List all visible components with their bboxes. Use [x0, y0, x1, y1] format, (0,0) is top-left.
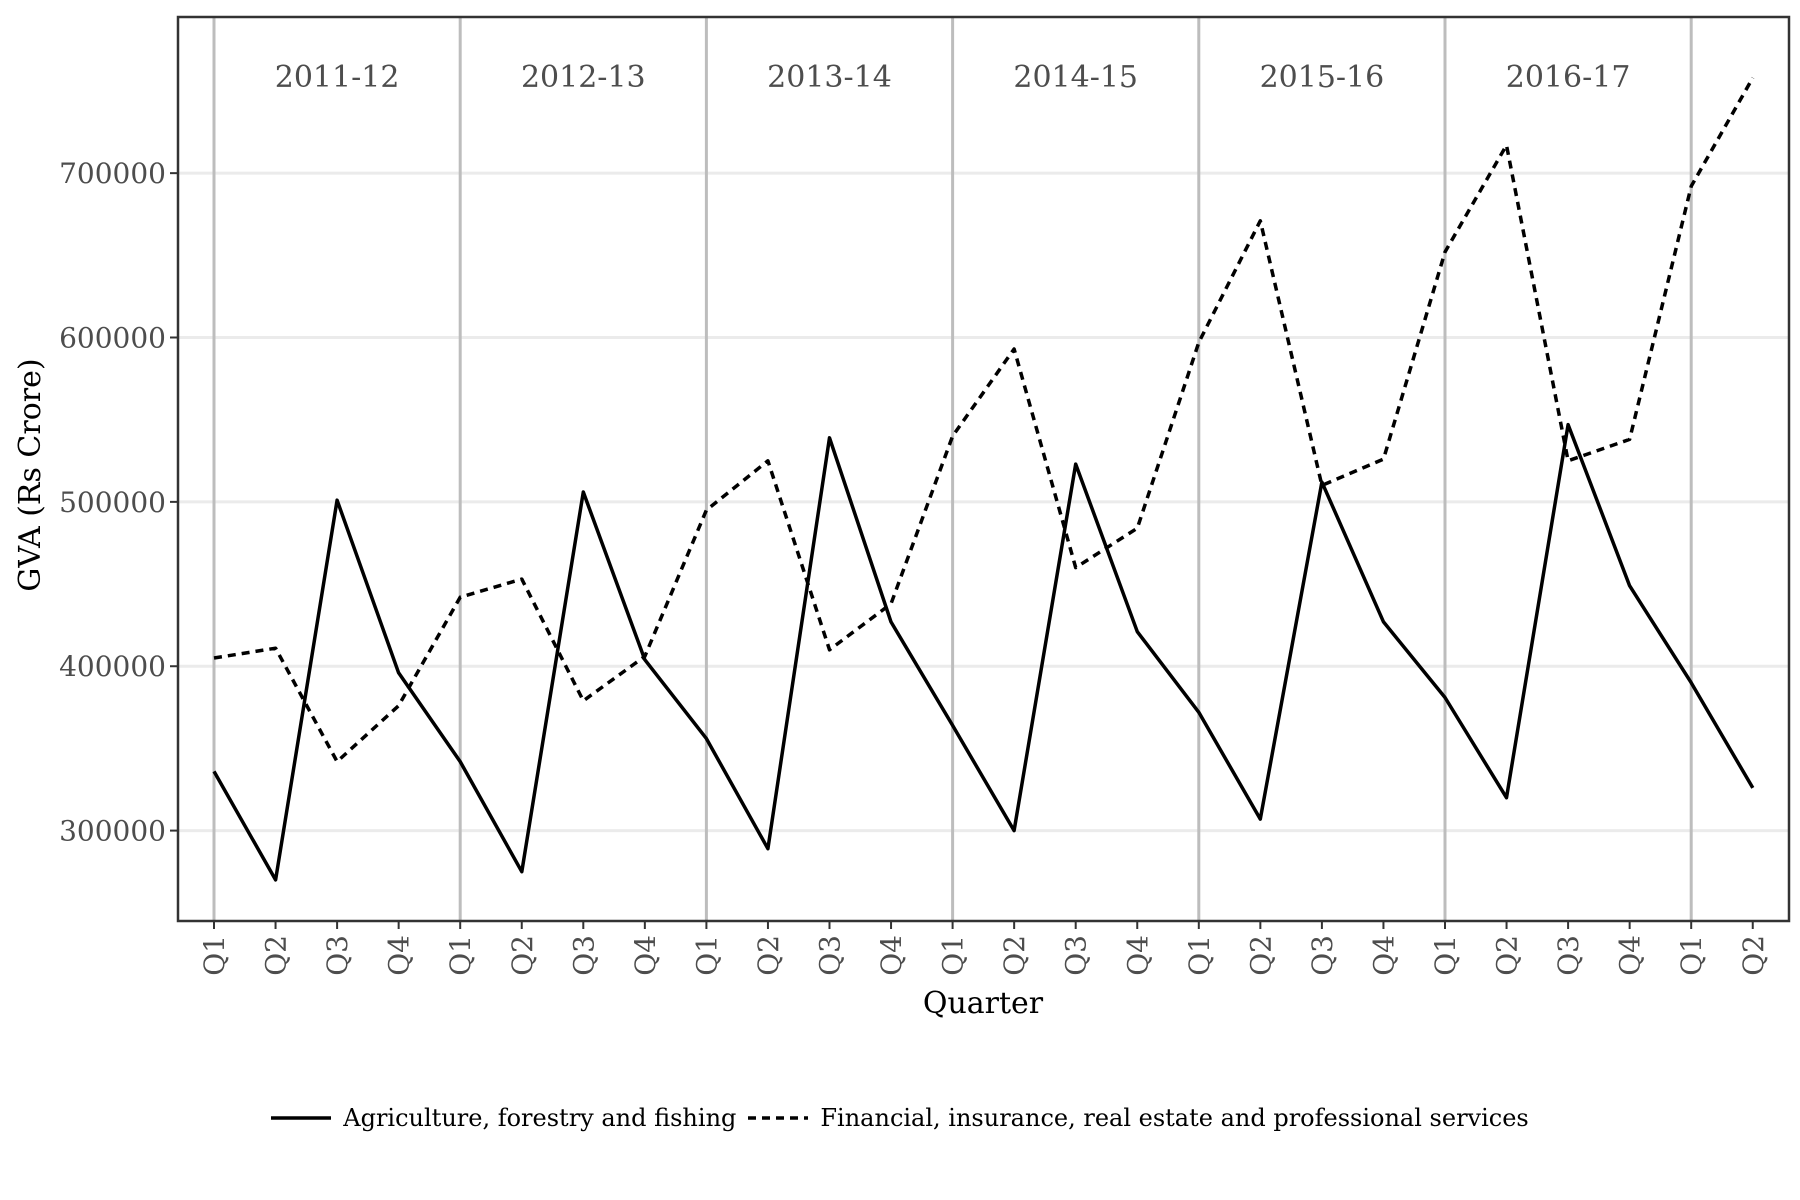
x-tick-label: Q3	[567, 935, 600, 976]
series-lines	[212, 76, 1755, 882]
x-tick-label: Q2	[1244, 935, 1277, 976]
y-axis: 300000 400000 500000 600000 700000	[59, 157, 178, 848]
x-tick-label: Q3	[321, 935, 354, 976]
y-tick-label: 600000	[59, 322, 166, 355]
x-tick-label: Q4	[383, 935, 416, 976]
legend-key-dashed	[748, 1116, 809, 1120]
legend-item-financial: Financial, insurance, real estate and pr…	[748, 1104, 1529, 1132]
x-tick-label: Q2	[506, 935, 539, 976]
x-tick-label: Q1	[444, 935, 477, 976]
x-tick-label: Q1	[690, 935, 723, 976]
x-tick-label: Q4	[1367, 935, 1400, 976]
x-tick-label: Q4	[629, 935, 662, 976]
fiscal-year-label: 2012-13	[521, 60, 646, 95]
x-tick-label: Q2	[260, 935, 293, 976]
legend-label: Agriculture, forestry and fishing	[343, 1104, 737, 1132]
fiscal-year-label: 2016-17	[1506, 60, 1631, 95]
x-tick-label: Q2	[1737, 935, 1770, 976]
legend-key-solid	[271, 1116, 332, 1120]
panel-border	[176, 15, 1791, 923]
x-tick-label: Q1	[198, 935, 231, 976]
y-gridlines	[178, 171, 1789, 833]
legend-label: Financial, insurance, real estate and pr…	[820, 1104, 1529, 1132]
x-tick-label: Q3	[1552, 935, 1585, 976]
legend: Agriculture, forestry and fishing Financ…	[0, 1104, 1800, 1132]
series-line-agriculture	[212, 422, 1755, 882]
x-tick-label: Q3	[1306, 935, 1339, 976]
fiscal-year-label: 2011-12	[275, 60, 400, 95]
legend-item-agriculture: Agriculture, forestry and fishing	[271, 1104, 736, 1132]
y-axis-title: GVA (Rs Crore)	[13, 358, 48, 591]
panel-background	[178, 17, 1789, 921]
y-tick-label: 300000	[59, 815, 166, 848]
x-tick-label: Q4	[1614, 935, 1647, 976]
series-line-financial	[213, 76, 1755, 764]
fiscal-year-label: 2013-14	[767, 60, 892, 95]
y-tick-label: 700000	[59, 157, 166, 190]
x-tick-label: Q2	[1491, 935, 1524, 976]
x-axis: Q1 Q2 Q3 Q4 Q1 Q2 Q3 Q4 Q1 Q2 Q3 Q4 Q1 Q2 Q3 Q4 Q1 Q2 Q3 Q4…	[198, 921, 1770, 976]
x-tick-label: Q4	[1121, 935, 1154, 976]
x-tick-label: Q2	[998, 935, 1031, 976]
x-tick-label: Q1	[1429, 935, 1462, 976]
y-tick-label: 500000	[59, 486, 166, 519]
x-axis-title: Quarter	[923, 986, 1044, 1021]
plot-border	[176, 15, 1791, 923]
fiscal-year-dividers	[212, 17, 1693, 921]
x-tick-label: Q3	[814, 935, 847, 976]
fiscal-year-labels: 2011-12 2012-13 2013-14 2014-15 2015-16 2016-…	[275, 60, 1631, 95]
fiscal-year-label: 2014-15	[1013, 60, 1138, 95]
x-tick-label: Q1	[937, 935, 970, 976]
y-tick-label: 400000	[59, 650, 166, 683]
x-tick-label: Q1	[1183, 935, 1216, 976]
x-tick-label: Q2	[752, 935, 785, 976]
x-tick-label: Q4	[875, 935, 908, 976]
plot-panel	[178, 17, 1789, 921]
fiscal-year-label: 2015-16	[1260, 60, 1385, 95]
x-tick-label: Q3	[1060, 935, 1093, 976]
x-tick-label: Q1	[1675, 935, 1708, 976]
